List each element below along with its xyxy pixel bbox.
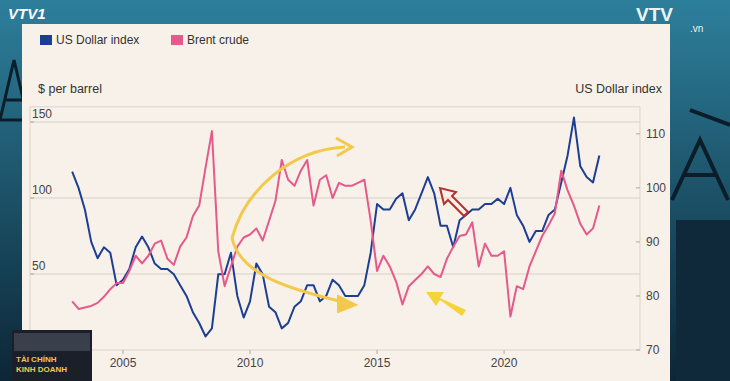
series-line <box>72 131 599 316</box>
y-tick <box>30 274 34 275</box>
x-tick <box>377 350 378 354</box>
y2-tick-label: 90 <box>646 235 660 249</box>
y2-tick-label: 100 <box>646 181 666 195</box>
y2-tick <box>636 350 640 351</box>
series-line <box>72 118 599 337</box>
background <box>0 0 730 381</box>
y-tick-label: 150 <box>32 107 52 121</box>
x-tick-label: 2010 <box>237 356 264 370</box>
annotations <box>232 138 468 316</box>
grid-line <box>30 122 640 123</box>
program-logo-text: KINH DOANH <box>16 365 67 374</box>
program-logo-text: TÀI CHÍNH <box>16 355 57 364</box>
y-axis-label: $ per barrel <box>38 82 102 96</box>
y2-tick <box>636 241 640 242</box>
grid-line <box>30 274 640 275</box>
legend-swatch <box>40 35 52 45</box>
series-group <box>72 118 599 337</box>
y-tick-label: 50 <box>32 259 46 273</box>
grid-line <box>30 198 640 199</box>
x-tick-label: 2020 <box>491 356 518 370</box>
x-tick-label: 2015 <box>364 356 391 370</box>
annotation-arrow <box>440 188 468 216</box>
annotation-arrowhead <box>338 296 356 312</box>
x-tick-label: 2005 <box>110 356 137 370</box>
y2-tick <box>636 133 640 134</box>
rig-right <box>672 110 730 200</box>
annotation-arrow <box>232 238 352 304</box>
x-tick <box>504 350 505 354</box>
y2-tick-label: 70 <box>646 343 660 357</box>
y-tick <box>30 122 34 123</box>
y-tick <box>30 198 34 199</box>
channel-logo: VTV1 <box>8 5 46 22</box>
y-tick-label: 100 <box>32 183 52 197</box>
annotation-arrowhead <box>336 138 352 156</box>
annotation-arrow <box>426 292 466 316</box>
y2-tick-label: 80 <box>646 289 660 303</box>
legend-swatch <box>171 35 183 45</box>
legend-label: US Dollar index <box>56 33 139 47</box>
y2-tick <box>636 187 640 188</box>
y2-tick <box>636 295 640 296</box>
watermark: VTV <box>636 4 673 25</box>
annotation-arrow <box>232 147 345 238</box>
legend-label: Brent crude <box>187 33 249 47</box>
x-tick <box>250 350 251 354</box>
program-logo-art <box>14 333 90 351</box>
y2-tick-label: 110 <box>646 127 665 141</box>
y2-axis-label: US Dollar index <box>575 82 663 96</box>
program-logo-box <box>12 330 92 381</box>
plot-frame <box>30 107 640 350</box>
x-tick <box>122 350 123 354</box>
watermark-suffix: .vn <box>690 23 703 34</box>
rig-base <box>676 220 730 381</box>
card <box>22 24 670 381</box>
